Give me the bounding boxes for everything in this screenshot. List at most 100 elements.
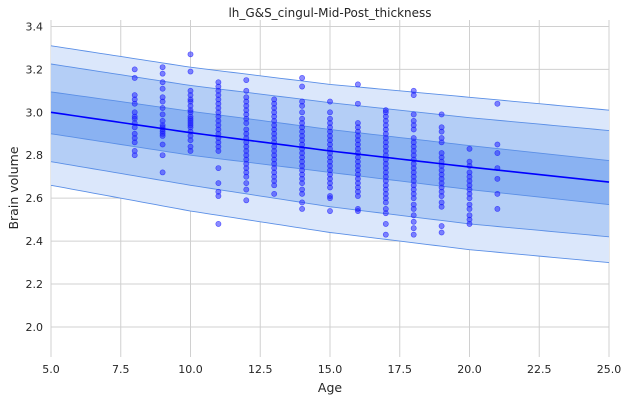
data-point bbox=[131, 139, 138, 146]
data-point bbox=[159, 111, 166, 118]
data-point bbox=[494, 150, 501, 156]
data-point bbox=[327, 109, 333, 116]
x-tick-label: 25.0 bbox=[597, 363, 622, 376]
mean-line bbox=[50, 111, 610, 183]
data-point bbox=[382, 231, 389, 238]
data-point bbox=[466, 205, 473, 212]
data-point bbox=[410, 218, 417, 225]
x-tick-label: 22.5 bbox=[527, 363, 552, 376]
data-point bbox=[382, 199, 389, 206]
y-tick-label: 3.0 bbox=[26, 106, 44, 119]
x-axis-ticks: 5.0 7.5 10.0 12.5 15.0 17.5 20.0 22.5 25.0 bbox=[42, 363, 621, 376]
data-point bbox=[243, 120, 250, 126]
chart-title: lh_G&S_cingul-Mid-Post_thickness bbox=[228, 6, 431, 20]
data-point bbox=[299, 83, 305, 90]
data-point bbox=[131, 152, 138, 159]
data-point bbox=[271, 190, 278, 197]
data-point bbox=[382, 210, 389, 217]
data-point bbox=[466, 221, 473, 227]
x-axis-label: Age bbox=[318, 380, 342, 395]
data-point bbox=[494, 190, 501, 197]
data-point bbox=[327, 195, 333, 202]
data-point bbox=[215, 148, 222, 154]
data-point bbox=[410, 205, 417, 212]
x-tick-label: 10.0 bbox=[178, 363, 203, 376]
y-tick-label: 3.4 bbox=[26, 20, 44, 33]
data-point bbox=[354, 193, 361, 199]
data-point bbox=[410, 126, 417, 133]
data-point bbox=[131, 100, 138, 107]
data-point bbox=[159, 98, 166, 105]
y-tick-label: 2.6 bbox=[26, 192, 44, 205]
data-point bbox=[382, 221, 389, 227]
x-tick-label: 15.0 bbox=[318, 363, 343, 376]
data-point bbox=[243, 173, 250, 180]
data-point bbox=[438, 139, 445, 146]
data-point bbox=[187, 137, 194, 144]
data-point bbox=[438, 193, 445, 199]
data-point bbox=[438, 111, 445, 118]
y-tick-label: 2.2 bbox=[26, 278, 44, 291]
data-point bbox=[466, 195, 473, 202]
data-point bbox=[494, 100, 501, 107]
data-point bbox=[438, 203, 445, 210]
data-point bbox=[299, 205, 305, 212]
data-point bbox=[159, 152, 166, 159]
data-point bbox=[159, 169, 166, 176]
data-point bbox=[243, 186, 250, 193]
data-point bbox=[299, 75, 305, 81]
data-point bbox=[243, 87, 250, 94]
data-point bbox=[410, 225, 417, 232]
y-tick-label: 3.2 bbox=[26, 63, 44, 76]
data-point bbox=[243, 197, 250, 204]
y-tick-label: 2.0 bbox=[26, 321, 44, 334]
band-outer-upper-edge bbox=[50, 45, 610, 111]
data-point bbox=[159, 105, 166, 111]
data-point bbox=[271, 182, 278, 189]
data-point bbox=[159, 79, 166, 86]
mean-curve bbox=[50, 111, 610, 183]
x-tick-label: 5.0 bbox=[42, 363, 60, 376]
data-point bbox=[438, 229, 445, 236]
data-point bbox=[187, 68, 194, 75]
data-point bbox=[494, 205, 501, 212]
data-point bbox=[187, 51, 194, 58]
y-axis-label: Brain volume bbox=[6, 146, 21, 229]
data-point bbox=[466, 145, 473, 152]
data-point bbox=[354, 100, 361, 107]
data-points bbox=[131, 51, 501, 238]
data-point bbox=[327, 98, 333, 105]
data-point bbox=[327, 208, 333, 214]
data-point bbox=[159, 85, 166, 92]
y-tick-label: 2.8 bbox=[26, 149, 44, 162]
data-point bbox=[410, 111, 417, 118]
data-point bbox=[159, 70, 166, 77]
y-tick-label: 2.4 bbox=[26, 235, 44, 248]
data-point bbox=[438, 128, 445, 135]
data-point bbox=[243, 77, 250, 84]
data-point bbox=[299, 102, 305, 109]
data-point bbox=[354, 81, 361, 88]
data-point bbox=[215, 165, 222, 172]
data-point bbox=[215, 221, 222, 227]
data-point bbox=[494, 141, 501, 148]
data-point bbox=[494, 175, 501, 182]
data-point bbox=[299, 109, 305, 116]
data-point bbox=[159, 133, 166, 139]
data-point bbox=[299, 190, 305, 197]
data-point bbox=[299, 180, 305, 187]
data-point bbox=[354, 208, 361, 214]
data-point bbox=[159, 64, 166, 71]
data-point bbox=[215, 180, 222, 187]
data-point bbox=[327, 184, 333, 191]
data-point bbox=[438, 223, 445, 229]
band-outer-lower-edge bbox=[50, 184, 610, 264]
band-middle-lower-edge bbox=[50, 161, 610, 238]
data-point bbox=[410, 195, 417, 202]
x-tick-label: 20.0 bbox=[457, 363, 482, 376]
data-point bbox=[410, 231, 417, 238]
data-point bbox=[187, 148, 194, 154]
data-point bbox=[299, 199, 305, 206]
x-tick-label: 12.5 bbox=[248, 363, 273, 376]
